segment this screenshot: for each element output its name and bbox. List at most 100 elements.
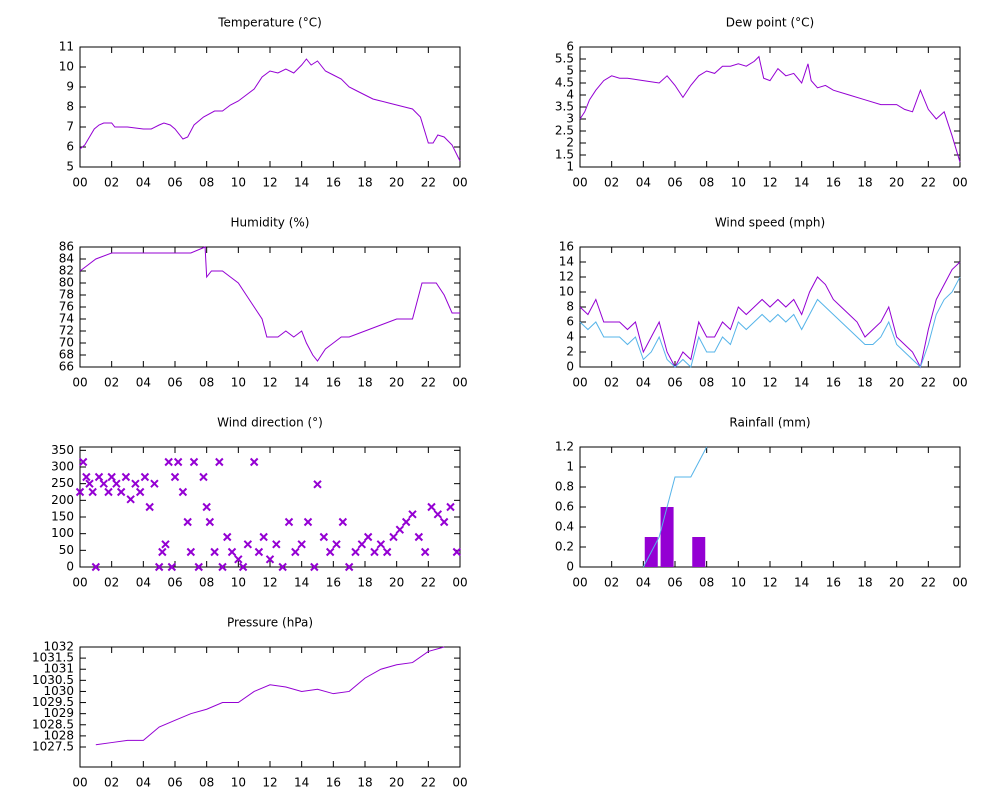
x-tick-label: 20	[389, 376, 404, 390]
chart-title: Wind direction (°)	[217, 416, 323, 430]
x-tick-label: 20	[389, 576, 404, 590]
y-tick-label: 50	[59, 543, 74, 557]
x-tick-label: 10	[231, 776, 246, 790]
data-point	[107, 472, 116, 482]
data-point	[395, 525, 405, 534]
x-tick-label: 00	[452, 376, 467, 390]
data-point	[382, 547, 392, 557]
x-tick-label: 04	[136, 176, 151, 190]
x-tick-label: 06	[667, 376, 682, 390]
data-point	[344, 562, 354, 572]
x-tick-label: 12	[762, 576, 777, 590]
y-tick-label: 1029	[43, 706, 74, 720]
x-tick-label: 10	[231, 176, 246, 190]
x-tick-label: 00	[952, 176, 967, 190]
y-tick-label: 8	[66, 100, 74, 114]
x-tick-label: 06	[167, 576, 182, 590]
data-point	[284, 517, 294, 527]
data-point	[297, 540, 306, 549]
data-point	[135, 487, 145, 497]
data-point	[202, 502, 211, 512]
y-tick-label: 4	[566, 330, 574, 344]
y-tick-label: 74	[59, 312, 74, 326]
y-tick-label: 76	[59, 300, 74, 314]
x-tick-label: 02	[104, 176, 119, 190]
x-tick-label: 16	[326, 576, 341, 590]
data-point	[99, 479, 108, 488]
x-tick-label: 00	[452, 576, 467, 590]
y-tick-label: 1031	[43, 662, 74, 676]
x-tick-label: 02	[104, 776, 119, 790]
x-tick-label: 14	[294, 576, 309, 590]
x-tick-label: 06	[167, 776, 182, 790]
data-point	[310, 562, 319, 572]
y-tick-label: 2.5	[555, 124, 574, 138]
data-point	[183, 517, 192, 527]
chart-title: Humidity (%)	[231, 216, 310, 230]
data-point	[112, 479, 121, 488]
data-point	[389, 532, 398, 542]
y-tick-label: 6	[566, 315, 574, 329]
x-tick-label: 02	[604, 576, 619, 590]
x-tick-label: 00	[72, 376, 87, 390]
data-point	[170, 472, 180, 482]
data-point	[161, 540, 170, 549]
chart-title: Pressure (hPa)	[227, 616, 313, 630]
y-tick-label: 84	[59, 252, 74, 266]
plot-frame	[79, 246, 461, 368]
x-tick-label: 00	[72, 576, 87, 590]
x-tick-label: 14	[794, 376, 809, 390]
y-tick-label: 5	[66, 160, 74, 174]
data-point	[227, 547, 237, 557]
y-tick-label: 1030.5	[32, 673, 74, 687]
x-tick-label: 02	[604, 176, 619, 190]
y-tick-label: 0.4	[555, 520, 574, 534]
x-tick-label: 20	[889, 576, 904, 590]
x-tick-label: 22	[921, 176, 936, 190]
plot-frame	[579, 446, 961, 568]
data-point	[145, 502, 154, 512]
chart-title: Dew point (°C)	[726, 16, 814, 30]
x-tick-label: 08	[199, 776, 214, 790]
data-line	[579, 55, 961, 163]
data-point	[439, 517, 449, 527]
y-tick-label: 150	[51, 510, 74, 524]
data-point	[351, 547, 360, 557]
y-tick-label: 0	[66, 560, 74, 574]
y-tick-label: 12	[559, 270, 574, 284]
x-tick-label: 08	[699, 176, 714, 190]
x-tick-label: 00	[452, 776, 467, 790]
y-tick-label: 1.2	[555, 440, 574, 454]
x-tick-label: 06	[167, 176, 182, 190]
x-tick-label: 10	[731, 376, 746, 390]
data-line	[579, 276, 961, 368]
x-tick-label: 04	[136, 576, 151, 590]
y-tick-label: 70	[59, 336, 74, 350]
x-tick-label: 06	[167, 376, 182, 390]
y-tick-label: 16	[559, 240, 574, 254]
data-point	[116, 487, 126, 497]
y-tick-label: 2	[566, 136, 574, 150]
y-tick-label: 0	[566, 560, 574, 574]
x-tick-label: 16	[326, 376, 341, 390]
data-point	[414, 532, 424, 542]
data-point	[433, 510, 443, 519]
y-tick-label: 8	[566, 300, 574, 314]
data-point	[243, 540, 253, 549]
x-tick-label: 02	[104, 376, 119, 390]
data-point	[104, 487, 113, 497]
x-tick-label: 04	[136, 376, 151, 390]
y-tick-label: 1	[566, 160, 574, 174]
y-tick-label: 4.5	[555, 76, 574, 90]
y-tick-label: 10	[59, 60, 74, 74]
y-tick-label: 250	[51, 476, 74, 490]
y-tick-label: 2	[566, 345, 574, 359]
plot-frame	[79, 646, 461, 768]
x-tick-label: 14	[794, 576, 809, 590]
y-tick-label: 0.2	[555, 540, 574, 554]
chart-title: Wind speed (mph)	[715, 216, 825, 230]
x-tick-label: 12	[262, 376, 277, 390]
x-tick-label: 02	[604, 376, 619, 390]
data-point	[376, 540, 386, 549]
